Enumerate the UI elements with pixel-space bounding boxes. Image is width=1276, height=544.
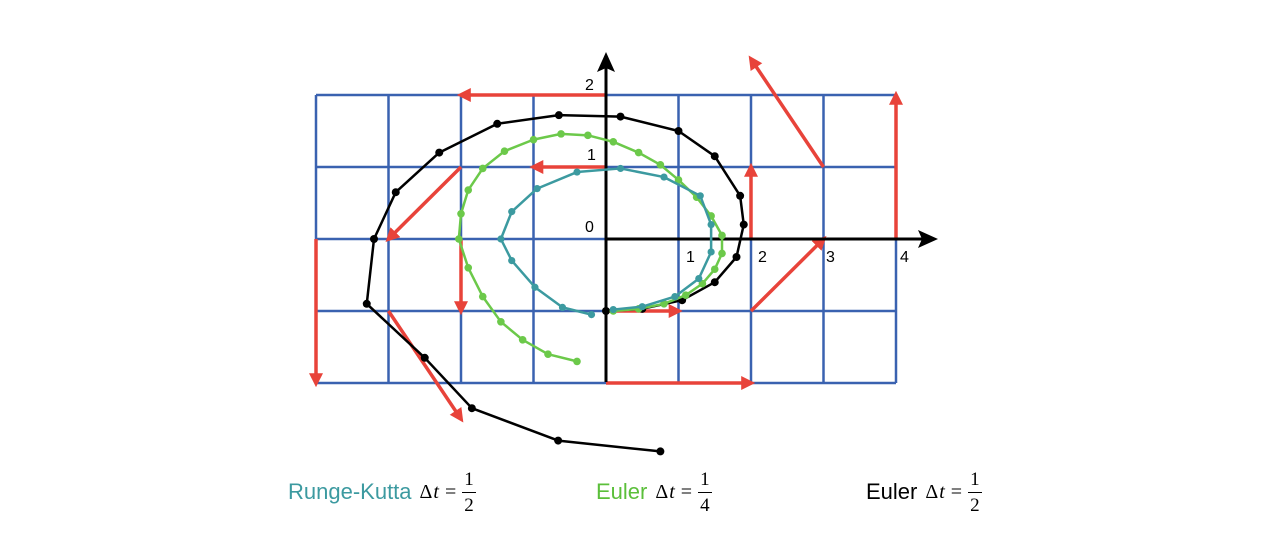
trajectory-point [656, 447, 664, 455]
trajectory-point [508, 257, 515, 264]
delta-symbol: Δ [420, 481, 433, 504]
trajectory-point [660, 173, 667, 180]
trajectory-point [602, 307, 610, 315]
trajectory-point [508, 208, 515, 215]
trajectory-point [617, 113, 625, 121]
fraction-denominator: 4 [698, 493, 712, 515]
fraction: 1 4 [698, 470, 712, 515]
time-variable: t [669, 481, 675, 504]
trajectory-point [718, 250, 726, 258]
fraction-numerator: 1 [462, 470, 476, 493]
trajectory-point [610, 306, 617, 313]
legend-label: Euler [596, 479, 647, 505]
legend-label: Runge-Kutta [288, 479, 412, 505]
x-tick-label: 1 [686, 249, 695, 266]
vector-arrow [751, 59, 824, 167]
trajectory-point [479, 293, 487, 301]
trajectory-point [573, 168, 580, 175]
fraction-numerator: 1 [968, 470, 982, 493]
trajectory-point [736, 192, 744, 200]
trajectory-point [531, 284, 538, 291]
trajectory-point [554, 437, 562, 445]
trajectory-point [557, 130, 565, 138]
delta-symbol: Δ [655, 481, 668, 504]
trajectory-point [711, 278, 719, 286]
x-tick-label: 2 [758, 249, 767, 266]
trajectory-point [733, 253, 741, 261]
y-tick-label: 1 [587, 147, 596, 164]
vector-arrow [389, 311, 462, 419]
trajectory-point [497, 318, 505, 326]
fraction: 1 2 [968, 470, 982, 515]
trajectory-point [421, 354, 429, 362]
trajectory-point [455, 235, 463, 243]
trajectory-point [697, 192, 704, 199]
trajectory-point [544, 350, 552, 358]
trajectory-point [573, 358, 581, 366]
trajectory-point [609, 138, 617, 146]
trajectory-point [711, 152, 719, 160]
trajectory-point [639, 303, 646, 310]
trajectory-point [671, 293, 678, 300]
trajectory-point [617, 165, 624, 172]
trajectory-point [718, 232, 726, 240]
vector-arrow [389, 167, 462, 239]
trajectory-point [682, 291, 690, 299]
trajectory-point [657, 161, 665, 169]
trajectory-point [711, 265, 719, 273]
fraction-numerator: 1 [698, 470, 712, 493]
origin-label: 0 [585, 219, 594, 236]
axes [597, 52, 938, 382]
time-variable: t [939, 481, 945, 504]
fraction: 1 2 [462, 470, 476, 515]
trajectory-point [530, 136, 538, 144]
trajectory-point [464, 264, 472, 272]
trajectory-point [468, 404, 476, 412]
trajectory-point [635, 149, 643, 157]
trajectory-point [363, 300, 371, 308]
trajectory-point [392, 188, 400, 196]
trajectory-point [435, 149, 443, 157]
trajectory-point [534, 185, 541, 192]
legend-label: Euler [866, 479, 917, 505]
y-tick-label: 2 [585, 77, 594, 94]
time-variable: t [433, 481, 439, 504]
equals-sign: = [445, 481, 456, 504]
trajectory-point [479, 165, 487, 173]
trajectories [363, 111, 748, 455]
delta-symbol: Δ [925, 481, 938, 504]
trajectory-point [588, 311, 595, 318]
trajectory-point [555, 111, 563, 119]
trajectory-point [519, 336, 527, 344]
x-tick-label: 3 [826, 249, 835, 266]
trajectory-point [740, 221, 748, 229]
fraction-denominator: 2 [462, 493, 476, 515]
trajectory-point [675, 127, 683, 135]
fraction-denominator: 2 [968, 493, 982, 515]
trajectory-point [584, 132, 592, 140]
x-tick-label: 4 [900, 249, 909, 266]
trajectory-point [501, 147, 509, 155]
trajectory-point [708, 248, 715, 255]
trajectory-point [493, 120, 501, 128]
trajectory-point [457, 210, 465, 218]
trajectory-point [559, 304, 566, 311]
equals-sign: = [681, 481, 692, 504]
trajectory-point [497, 235, 504, 242]
trajectory-point [370, 235, 378, 243]
trajectory-point [708, 221, 715, 228]
equals-sign: = [951, 481, 962, 504]
trajectory-point [464, 186, 472, 194]
trajectory-point [695, 275, 702, 282]
